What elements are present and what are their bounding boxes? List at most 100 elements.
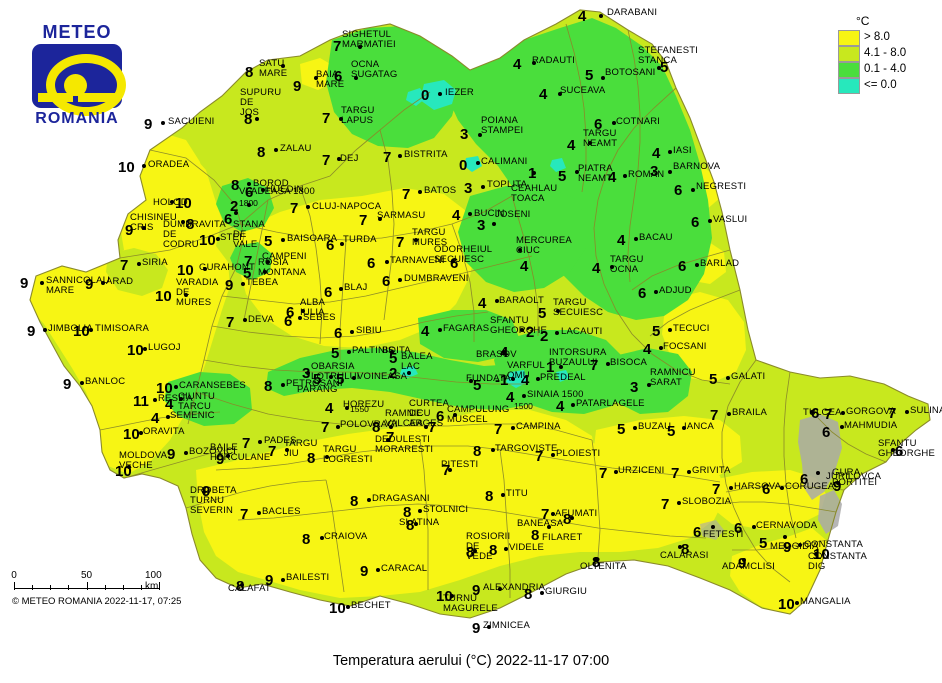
station-name-label: DUMBRAVITA DE CODRU bbox=[163, 219, 226, 250]
station-name-label: CEAHLAU TOACA bbox=[511, 183, 558, 204]
station-dot bbox=[139, 431, 143, 435]
station-dot bbox=[520, 328, 524, 332]
station-dot bbox=[498, 587, 502, 591]
station-dot bbox=[274, 148, 278, 152]
station-temperature-value: 4 bbox=[165, 396, 174, 413]
station-dot bbox=[281, 238, 285, 242]
station-temperature-value: 4 bbox=[506, 389, 515, 406]
station-name-label: TARGU JIU bbox=[284, 438, 318, 459]
station-dot bbox=[668, 150, 672, 154]
station-dot bbox=[657, 66, 661, 70]
station-temperature-value: 8 bbox=[244, 111, 253, 128]
station-temperature-value: 4 bbox=[325, 400, 334, 417]
copyright-text: © METEO ROMANIA 2022-11-17, 07:25 bbox=[12, 596, 182, 607]
station-temperature-value: 8 bbox=[531, 527, 540, 544]
station-dot bbox=[161, 121, 165, 125]
station-name-label: BISOCA bbox=[610, 357, 648, 368]
station-name-label: TOPLITA bbox=[487, 179, 528, 190]
station-temperature-value: 6 bbox=[450, 255, 459, 272]
station-name-label: BAISOARA bbox=[287, 233, 338, 244]
station-dot bbox=[634, 237, 638, 241]
station-temperature-value: 10 bbox=[123, 426, 140, 443]
station-name-label: BARNOVA bbox=[673, 161, 721, 172]
scale-minor-tick bbox=[104, 585, 106, 590]
station-temperature-value: 5 bbox=[617, 421, 626, 438]
station-dot bbox=[491, 448, 495, 452]
station-dot bbox=[398, 154, 402, 158]
station-name-label: TEBEA bbox=[246, 277, 279, 288]
station-temperature-value: 6 bbox=[324, 284, 333, 301]
station-dot bbox=[814, 552, 818, 556]
station-dot bbox=[247, 182, 251, 186]
station-temperature-value: 4 bbox=[513, 56, 522, 73]
station-dot bbox=[414, 522, 418, 526]
station-name-label: BOTOSANI bbox=[605, 67, 656, 78]
station-dot bbox=[298, 316, 302, 320]
station-temperature-value: 7 bbox=[240, 506, 249, 523]
scale-minor-tick bbox=[68, 585, 70, 590]
station-temperature-value: 7 bbox=[428, 419, 437, 436]
scale-minor-tick bbox=[122, 585, 124, 590]
station-name-label: SANNICOLAU MARE bbox=[46, 275, 110, 296]
scale-tick-label: 50 bbox=[80, 570, 93, 581]
station-name-label: DRAGASANI bbox=[372, 493, 430, 504]
station-dot bbox=[418, 509, 422, 513]
station-temperature-value: 10 bbox=[73, 323, 90, 340]
station-dot bbox=[281, 64, 285, 68]
station-temperature-value: 10 bbox=[329, 600, 346, 617]
station-name-label: BAILE HERCULANE bbox=[210, 442, 271, 463]
station-name-label: LACAUTI bbox=[561, 326, 603, 337]
station-dot bbox=[376, 568, 380, 572]
station-dot bbox=[836, 481, 840, 485]
station-temperature-value: 8 bbox=[307, 450, 316, 467]
station-dot bbox=[339, 287, 343, 291]
station-dot bbox=[551, 512, 555, 516]
station-temperature-value: 6 bbox=[895, 443, 904, 460]
station-dot bbox=[40, 281, 44, 285]
station-name-label: OCNA SUGATAG bbox=[351, 59, 398, 80]
station-dot bbox=[594, 557, 598, 561]
legend-color-swatch bbox=[838, 30, 860, 46]
station-dot bbox=[841, 411, 845, 415]
station-name-label: CLUJ-NAPOCA bbox=[312, 201, 382, 212]
station-temperature-value: 7 bbox=[710, 407, 719, 424]
station-name-label: ORAVITA bbox=[143, 426, 185, 437]
station-name-label: CARANSEBES bbox=[179, 380, 246, 391]
station-temperature-value: 9 bbox=[125, 222, 134, 239]
station-dot bbox=[255, 117, 259, 121]
station-dot bbox=[601, 76, 605, 80]
station-temperature-value: 2 bbox=[540, 328, 549, 345]
station-temperature-value: 6 bbox=[367, 255, 376, 272]
station-temperature-value: 6 bbox=[334, 325, 343, 342]
station-temperature-value: 8 bbox=[236, 578, 245, 595]
station-dot bbox=[261, 188, 265, 192]
station-dot bbox=[522, 394, 526, 398]
station-temperature-value: 7 bbox=[290, 200, 299, 217]
station-temperature-value: 9 bbox=[360, 563, 369, 580]
station-name-label: HOREZU bbox=[343, 399, 385, 410]
station-temperature-value: 4 bbox=[617, 232, 626, 249]
station-name-label: TARGU LAPUS bbox=[341, 105, 375, 126]
station-name-label: ALBA IULIA bbox=[300, 297, 326, 318]
station-dot bbox=[418, 190, 422, 194]
station-temperature-value: 9 bbox=[225, 277, 234, 294]
station-name-label: ZIMNICEA bbox=[483, 620, 530, 631]
station-temperature-value: 8 bbox=[257, 144, 266, 161]
station-dot bbox=[89, 328, 93, 332]
station-dot bbox=[511, 377, 515, 381]
station-temperature-value: 10 bbox=[436, 588, 453, 605]
station-name-label: INTORSURA BUZAULUI bbox=[549, 347, 607, 368]
station-temperature-value: 11 bbox=[133, 393, 149, 410]
station-name-label: TECUCI bbox=[673, 323, 710, 334]
station-dot bbox=[677, 501, 681, 505]
station-temperature-value: 7 bbox=[383, 149, 392, 166]
station-name-label: DEJ bbox=[340, 153, 359, 164]
station-dot bbox=[726, 376, 730, 380]
station-dot bbox=[612, 121, 616, 125]
station-dot bbox=[654, 290, 658, 294]
station-dot bbox=[438, 92, 442, 96]
station-name-label: IANCA bbox=[684, 421, 715, 432]
station-dot bbox=[599, 14, 603, 18]
station-dot bbox=[340, 242, 344, 246]
station-name-label: TURNU MAGURELE bbox=[443, 593, 498, 614]
